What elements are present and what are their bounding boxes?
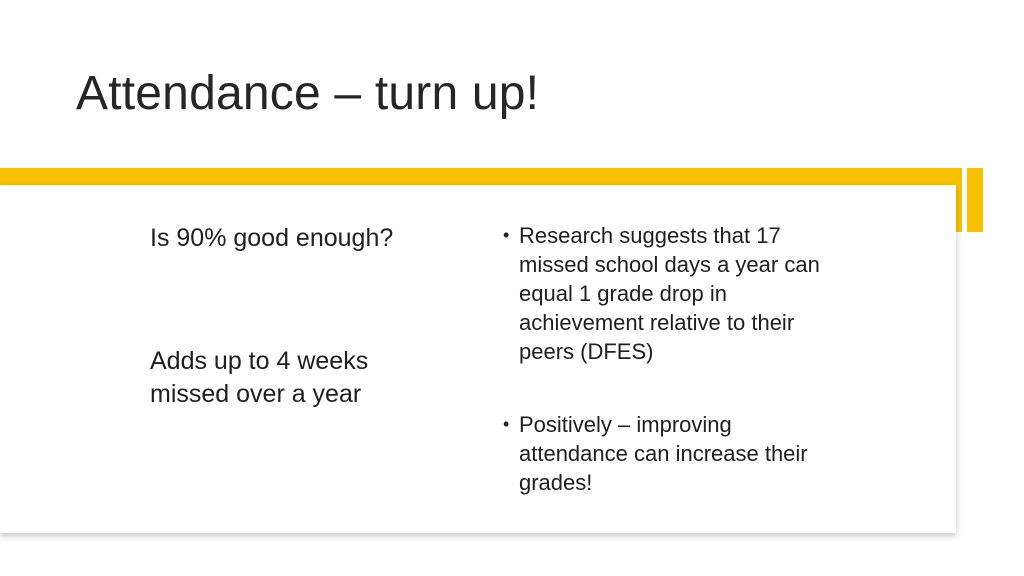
bullet-list: Research suggests that 17 missed school … (502, 221, 822, 497)
accent-bar-thick (967, 168, 983, 232)
accent-bar-thin (956, 168, 962, 232)
question-text: Is 90% good enough? (150, 224, 394, 252)
answer-text: Adds up to 4 weeks missed over a year (150, 347, 369, 408)
accent-band (0, 168, 960, 185)
slide-title: Attendance – turn up! (76, 67, 540, 120)
bullet-item-research: Research suggests that 17 missed school … (502, 221, 822, 366)
bullet-item-positively: Positively – improving attendance can in… (502, 410, 822, 497)
